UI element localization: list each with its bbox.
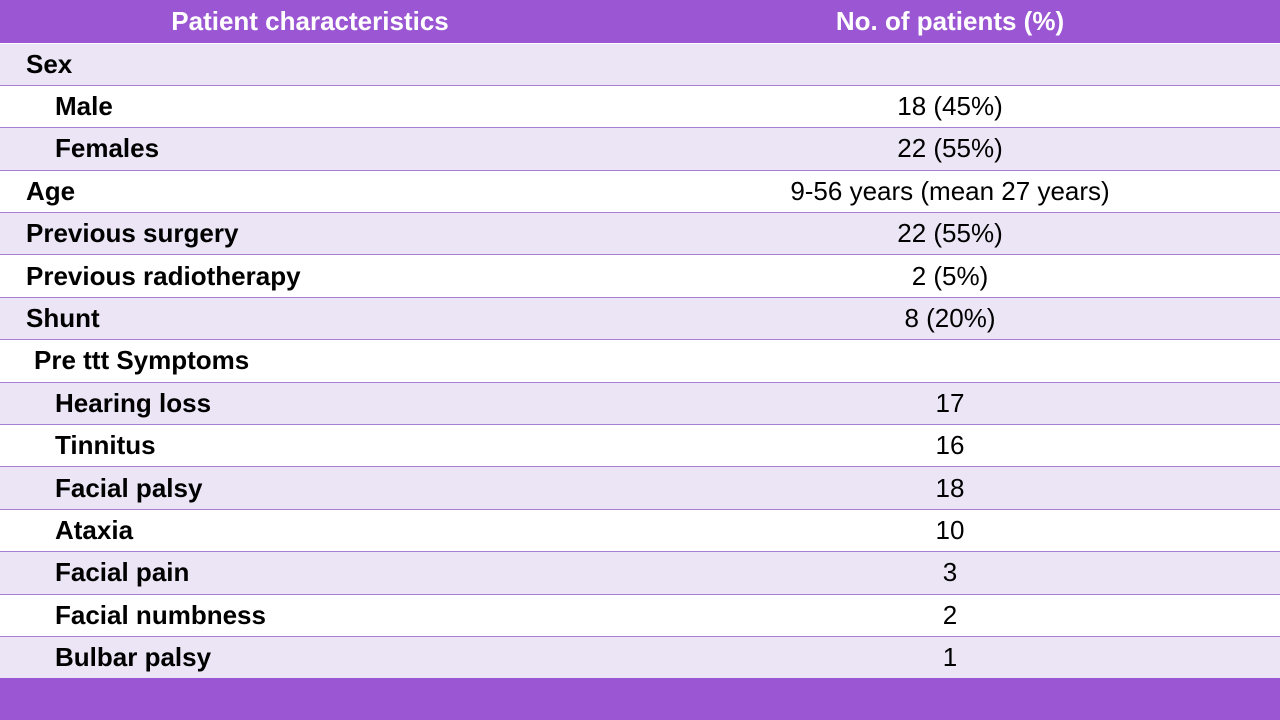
row-label: Ataxia <box>0 508 620 552</box>
table-row: Facial numbness 2 <box>0 593 1280 637</box>
row-value: 22 (55%) <box>620 212 1280 255</box>
row-value: 2 (5%) <box>620 254 1280 298</box>
row-value: 9-56 years (mean 27 years) <box>620 169 1280 213</box>
table-row: Male 18 (45%) <box>0 84 1280 128</box>
row-label: Bulbar palsy <box>0 635 620 679</box>
patient-characteristics-table: Patient characteristics No. of patients … <box>0 0 1280 679</box>
row-value: 10 <box>620 508 1280 552</box>
row-value: 18 (45%) <box>620 84 1280 128</box>
row-label: Pre ttt Symptoms <box>0 339 620 383</box>
table-row: Ataxia 10 <box>0 508 1280 552</box>
row-label: Females <box>0 127 620 171</box>
table-header-row: Patient characteristics No. of patients … <box>0 0 1280 44</box>
row-value <box>620 42 1280 86</box>
row-label: Facial numbness <box>0 593 620 637</box>
row-value: 17 <box>620 381 1280 425</box>
header-patient-characteristics: Patient characteristics <box>0 0 620 44</box>
table-row: Facial pain 3 <box>0 551 1280 595</box>
row-value: 2 <box>620 593 1280 637</box>
row-value: 8 (20%) <box>620 296 1280 340</box>
table-row: Sex <box>0 42 1280 86</box>
table-row: Age 9-56 years (mean 27 years) <box>0 169 1280 213</box>
table-row: Bulbar palsy 1 <box>0 635 1280 679</box>
row-label: Age <box>0 169 620 213</box>
row-value: 22 (55%) <box>620 127 1280 171</box>
row-value: 3 <box>620 551 1280 595</box>
row-label: Hearing loss <box>0 381 620 425</box>
header-number-of-patients: No. of patients (%) <box>620 0 1280 44</box>
table-row: Previous radiotherapy 2 (5%) <box>0 254 1280 298</box>
table-row: Females 22 (55%) <box>0 127 1280 171</box>
row-label: Previous surgery <box>0 212 620 255</box>
row-label: Previous radiotherapy <box>0 254 620 298</box>
footer-bar <box>0 678 1280 720</box>
row-value: 18 <box>620 466 1280 510</box>
table-body: Sex Male 18 (45%) Females 22 (55%) Age 9-56 ye… <box>0 42 1280 679</box>
row-label: Tinnitus <box>0 424 620 467</box>
row-value: 1 <box>620 635 1280 679</box>
row-label: Shunt <box>0 296 620 340</box>
row-label: Male <box>0 84 620 128</box>
row-value: 16 <box>620 424 1280 467</box>
table-row: Previous surgery 22 (55%) <box>0 212 1280 255</box>
row-label: Facial palsy <box>0 466 620 510</box>
table-row: Facial palsy 18 <box>0 466 1280 510</box>
row-label: Sex <box>0 42 620 86</box>
table-row: Pre ttt Symptoms <box>0 339 1280 383</box>
table-row: Tinnitus 16 <box>0 424 1280 467</box>
table-row: Hearing loss 17 <box>0 381 1280 425</box>
table-row: Shunt 8 (20%) <box>0 296 1280 340</box>
row-label: Facial pain <box>0 551 620 595</box>
row-value <box>620 339 1280 383</box>
